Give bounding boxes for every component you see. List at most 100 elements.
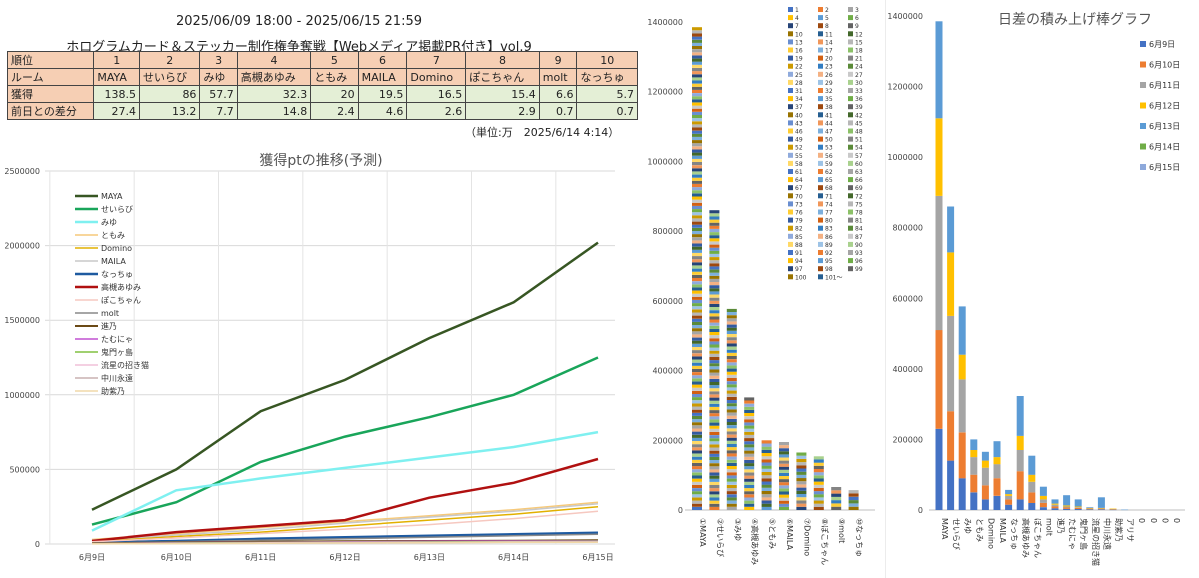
legend-swatch <box>848 88 853 93</box>
bar-segment <box>796 455 807 459</box>
bar-segment <box>993 495 1001 510</box>
legend-swatch <box>848 209 853 215</box>
bar-segment <box>709 425 720 429</box>
bar-segment <box>813 475 824 479</box>
points-cell: 138.5 <box>93 85 140 103</box>
legend-label: 進乃 <box>101 322 117 331</box>
rank-cell: 1 <box>93 51 140 69</box>
points-label: 獲得 <box>6 85 95 103</box>
legend-label: たむにゃ <box>101 335 133 344</box>
bar-segment <box>709 469 720 473</box>
bar-segment <box>692 268 702 272</box>
bar-segment <box>692 353 702 357</box>
bar-segment <box>970 492 978 510</box>
bar-segment <box>761 475 772 479</box>
legend-label: 2 <box>825 7 829 14</box>
x-category-label: ⑩なっちゅ <box>855 518 864 557</box>
bar-segment <box>726 340 737 344</box>
bar-segment <box>692 403 702 407</box>
room-cell: 高槻あゆみ <box>236 68 312 86</box>
bar-segment <box>1039 495 1047 500</box>
bar-segment <box>692 384 702 388</box>
bar-segment <box>1097 508 1105 509</box>
legend-swatch <box>788 193 793 199</box>
bar-segment <box>761 500 772 504</box>
room-cell: なっちゅ <box>576 68 638 86</box>
bar-segment <box>709 335 720 339</box>
bar-segment <box>726 381 737 385</box>
bar-segment <box>709 413 720 417</box>
legend-label: 52 <box>795 145 803 152</box>
bar-segment <box>692 115 702 119</box>
bar-segment <box>692 215 702 219</box>
legend-swatch <box>818 241 823 247</box>
bar-segment <box>692 372 702 376</box>
bar-segment <box>709 428 720 432</box>
legend-swatch <box>1140 143 1146 150</box>
bar-segment <box>709 257 720 261</box>
legend-label: 56 <box>825 153 833 160</box>
bar-segment <box>692 36 702 40</box>
legend-swatch <box>848 79 853 85</box>
bar-segment <box>692 472 702 476</box>
bar-segment <box>1109 508 1117 510</box>
bar-segment <box>848 503 859 507</box>
legend-swatch <box>788 23 793 29</box>
bar-segment <box>726 434 737 438</box>
legend-label: 92 <box>825 250 833 257</box>
bar-segment <box>692 475 702 479</box>
bar-segment <box>726 318 737 322</box>
legend-label: 94 <box>795 258 803 265</box>
diff-cell: 7.7 <box>199 102 238 120</box>
legend-swatch <box>788 96 793 102</box>
bar-segment <box>692 246 702 250</box>
bar-segment <box>692 359 702 363</box>
legend-label: 43 <box>795 120 803 127</box>
bar-segment <box>993 478 1001 496</box>
bar-segment <box>709 410 720 414</box>
legend-swatch <box>818 136 823 142</box>
bar-segment <box>692 240 702 244</box>
bar-segment <box>709 441 720 445</box>
x-tick-label: 6月9日 <box>79 553 105 562</box>
bar-segment <box>692 102 702 106</box>
legend-swatch <box>848 120 853 126</box>
legend-label: 89 <box>825 242 833 249</box>
legend-swatch <box>818 169 823 174</box>
legend-swatch <box>848 177 853 183</box>
legend-swatch <box>788 209 793 215</box>
bar-segment <box>692 296 702 300</box>
legend-label: みゆ <box>101 218 117 227</box>
bar-segment <box>779 491 789 495</box>
x-category-label: ⑥MAILA <box>785 518 794 551</box>
legend-label: 85 <box>795 234 803 241</box>
legend-swatch <box>1140 82 1146 88</box>
bar-segment <box>970 439 978 450</box>
legend-swatch <box>848 23 853 29</box>
bar-segment <box>692 231 702 235</box>
legend-label: 69 <box>855 185 863 192</box>
bar-segment <box>958 379 966 433</box>
bar-segment <box>981 467 989 486</box>
bar-segment <box>692 105 702 109</box>
bar-segment <box>692 315 702 319</box>
legend-label: 鬼門ヶ島 <box>101 347 133 357</box>
bar-segment <box>1086 508 1094 510</box>
y-tick-label: 1200000 <box>887 83 923 92</box>
legend-swatch <box>788 258 793 264</box>
diff-cell: 27.4 <box>93 102 140 120</box>
bar-segment <box>692 494 702 498</box>
bar-segment <box>692 130 702 134</box>
bar-segment <box>692 74 702 78</box>
bar-segment <box>1097 497 1105 508</box>
bar-segment <box>709 463 720 467</box>
x-category-label: アリサ <box>1126 518 1135 542</box>
bar-segment <box>709 219 720 223</box>
legend-swatch <box>848 96 853 102</box>
bar-segment <box>1051 499 1059 504</box>
bar-segment <box>1109 509 1117 510</box>
legend-swatch <box>848 160 853 166</box>
bar-segment <box>692 343 702 347</box>
bar-segment <box>947 206 955 253</box>
bar-segment <box>709 291 720 295</box>
